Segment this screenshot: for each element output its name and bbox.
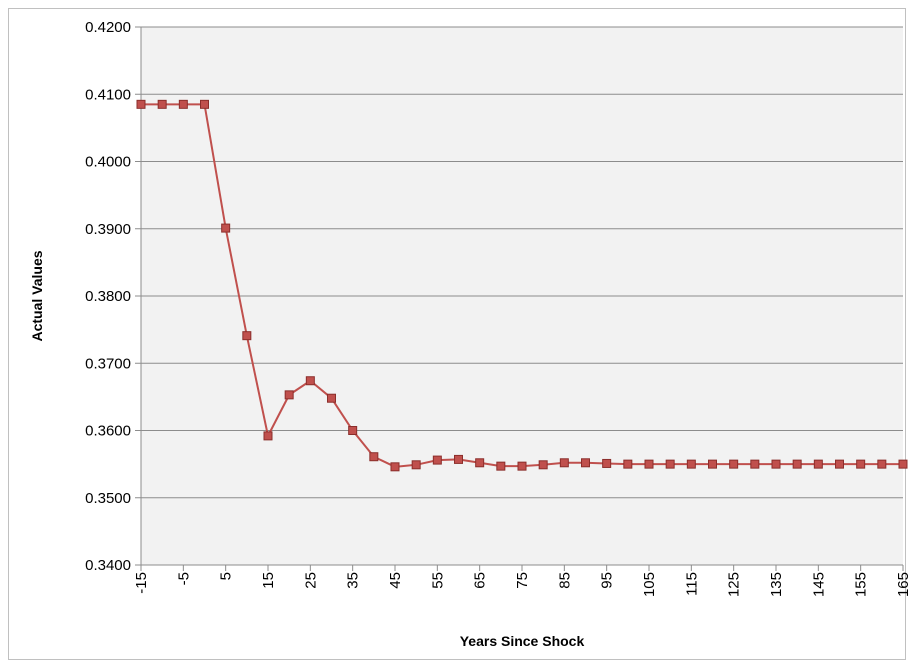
x-tick-label: 155 (853, 572, 870, 597)
y-axis-title: Actual Values (29, 250, 45, 341)
data-point (856, 459, 866, 469)
data-point (686, 459, 696, 469)
y-tick-label: 0.3600 (85, 423, 131, 440)
data-point (327, 393, 336, 403)
data-point (263, 431, 273, 441)
x-tick-label: 125 (726, 572, 743, 597)
data-point (411, 460, 421, 470)
data-point (792, 459, 802, 469)
data-point (729, 459, 739, 469)
y-tick-label: 0.3900 (85, 221, 131, 238)
y-tick-label: 0.4000 (85, 154, 131, 171)
data-point (305, 376, 315, 386)
data-point (432, 455, 442, 465)
data-point (538, 460, 548, 470)
y-tick-label: 0.3400 (85, 557, 131, 574)
data-point (813, 459, 823, 469)
data-point (898, 459, 908, 469)
x-axis-title: Years Since Shock (460, 633, 585, 649)
x-tick-label: 25 (302, 572, 319, 589)
data-point (178, 99, 188, 109)
data-point (708, 459, 717, 469)
x-tick-label: 145 (810, 572, 827, 597)
data-point (157, 99, 167, 109)
data-point (559, 458, 569, 468)
series-line (136, 99, 908, 472)
x-tick-label: 85 (556, 572, 573, 589)
data-point (771, 459, 781, 469)
data-point (835, 459, 844, 469)
y-tick-label: 0.3800 (85, 288, 131, 305)
x-tick-label: 55 (429, 572, 446, 589)
data-point (602, 458, 612, 468)
x-tick-label: 45 (387, 572, 404, 589)
data-point (644, 459, 654, 469)
data-point (581, 458, 590, 468)
gridlines (135, 26, 903, 566)
y-tick-label: 0.3500 (85, 490, 131, 507)
y-tick-label: 0.4200 (85, 19, 131, 36)
x-tick-label: 135 (768, 572, 785, 597)
axes (140, 27, 904, 571)
data-point (200, 99, 209, 109)
x-tick-label: 35 (345, 572, 362, 589)
x-tick-label: 95 (599, 572, 616, 589)
x-tick-label: -5 (175, 572, 192, 585)
x-tick-label: -15 (133, 572, 150, 594)
data-point (369, 452, 379, 462)
x-tick-label: 65 (472, 572, 489, 589)
data-point (496, 461, 506, 471)
y-tick-label: 0.3700 (85, 355, 131, 372)
data-point (623, 459, 633, 469)
y-tick-label: 0.4100 (85, 86, 131, 103)
data-point (454, 454, 463, 464)
data-point (750, 459, 760, 469)
data-point (517, 461, 527, 471)
data-point (665, 459, 675, 469)
x-tick-label: 105 (641, 572, 658, 597)
data-point (877, 459, 887, 469)
data-point (475, 458, 485, 468)
y-tick-labels: 0.3400 0.3500 0.3600 0.3700 0.3800 0.3900 0.40… (85, 19, 131, 574)
data-point (242, 331, 252, 341)
x-tick-labels: -15 -5 5 15 25 35 45 55 65 75 85 95 105 115 125 135 145 1… (133, 572, 909, 597)
data-point (284, 390, 294, 400)
data-point (390, 462, 400, 472)
x-tick-label: 5 (218, 572, 235, 580)
data-point (348, 426, 358, 435)
x-tick-label: 165 (895, 572, 909, 597)
data-point (136, 99, 146, 109)
x-tick-label: 15 (260, 572, 277, 589)
x-tick-label: 115 (683, 572, 700, 596)
x-tick-label: 75 (514, 572, 531, 589)
data-point (221, 223, 231, 233)
